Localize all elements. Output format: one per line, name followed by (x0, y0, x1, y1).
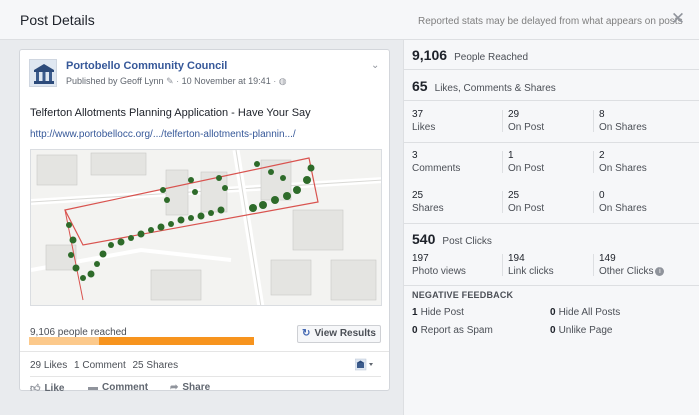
likes-breakdown-row: 37 Likes 29 On Post 8 On Shares (404, 101, 699, 143)
engagement-value: 65 (412, 78, 428, 94)
refresh-icon: ↻ (302, 328, 311, 339)
post-engagement-line: 29 Likes 1 Comment 25 Shares (30, 360, 182, 371)
shares-breakdown-row: 25 Shares 25 On Post 0 On Shares (404, 183, 699, 224)
comments-count-link[interactable]: 1 Comment (74, 360, 126, 371)
post-preview-pane: Portobello Community Council Published b… (0, 40, 403, 415)
post-clicks-row: 540 Post Clicks (404, 224, 699, 253)
post-clicks-value: 540 (412, 231, 436, 247)
published-by[interactable]: Published by Geoff Lynn (66, 76, 164, 86)
people-reached-row: 9,106 People Reached (404, 40, 699, 70)
likes-total: 37 Likes (412, 109, 436, 133)
divider (593, 151, 594, 173)
unlike-page-stat: 0 Unlike Page (550, 325, 613, 336)
post-date[interactable]: 10 November at 19:41 (181, 76, 271, 86)
info-icon[interactable]: i (655, 266, 665, 276)
negative-feedback-title: NEGATIVE FEEDBACK (412, 290, 514, 300)
engagement-label: Likes, Comments & Shares (434, 83, 556, 94)
people-reached-label: People Reached (454, 52, 529, 63)
post-card: Portobello Community Council Published b… (19, 49, 390, 394)
reach-summary: 9,106 people reached (30, 327, 127, 338)
comment-button[interactable]: ▬ Comment (88, 382, 149, 393)
stats-pane: 9,106 People Reached 65 Likes, Comments … (403, 40, 699, 415)
post-message: Telferton Allotments Planning Applicatio… (30, 107, 311, 119)
chevron-down-icon[interactable]: ⌄ (371, 60, 380, 71)
comments-on-post: 1 On Post (508, 150, 545, 174)
post-link[interactable]: http://www.portobellocc.org/.../telferto… (30, 129, 296, 140)
page-name-link[interactable]: Portobello Community Council (66, 60, 228, 72)
globe-icon: · ◍ (273, 76, 287, 86)
comments-breakdown-row: 3 Comments 1 On Post 2 On Shares (404, 143, 699, 183)
comment-icon: ▬ (88, 382, 98, 393)
divider (593, 191, 594, 213)
page-avatar[interactable] (29, 59, 57, 87)
divider (20, 351, 389, 352)
engagement-row: 65 Likes, Comments & Shares (404, 70, 699, 101)
close-icon[interactable]: ✕ (670, 9, 686, 28)
likes-on-post: 29 On Post (508, 109, 545, 133)
post-as-selector[interactable] (354, 358, 375, 372)
thumbs-up-icon: 👍︎ (30, 383, 41, 394)
reach-bar-paid (98, 337, 254, 345)
photo-views: 197 Photo views (412, 253, 466, 277)
dialog-title: Post Details (20, 12, 95, 28)
view-results-button[interactable]: ↻ View Results (297, 325, 381, 343)
reach-bar-organic (29, 337, 99, 345)
shares-count-link[interactable]: 25 Shares (132, 360, 179, 371)
comments-on-shares: 2 On Shares (599, 150, 647, 174)
link-clicks: 194 Link clicks (508, 253, 554, 277)
divider (593, 254, 594, 276)
people-reached-value: 9,106 (412, 47, 448, 63)
divider (30, 376, 381, 377)
post-image-map[interactable] (30, 149, 382, 306)
divider (502, 254, 503, 276)
comments-total: 3 Comments (412, 150, 461, 174)
clicks-breakdown-row: 197 Photo views 194 Link clicks 149 Othe… (404, 253, 699, 286)
divider (502, 191, 503, 213)
like-button[interactable]: 👍︎ Like (30, 383, 65, 394)
post-meta: Published by Geoff Lynn ✎ · 10 November … (66, 76, 287, 87)
likes-count-link[interactable]: 29 Likes (30, 360, 68, 371)
share-icon: ➦ (170, 382, 179, 393)
post-clicks-label: Post Clicks (442, 236, 492, 247)
dialog-header: Post Details Reported stats may be delay… (0, 0, 699, 40)
share-button[interactable]: ➦ Share (170, 382, 211, 393)
divider (593, 110, 594, 132)
shares-total: 25 Shares (412, 190, 444, 214)
shares-on-shares: 0 On Shares (599, 190, 647, 214)
hide-post-stat: 1 Hide Post (412, 307, 464, 318)
stats-delay-note: Reported stats may be delayed from what … (418, 16, 683, 27)
shares-on-post: 25 On Post (508, 190, 545, 214)
divider (502, 151, 503, 173)
likes-on-shares: 8 On Shares (599, 109, 647, 133)
hide-all-posts-stat: 0 Hide All Posts (550, 307, 621, 318)
other-clicks: 149 Other Clicks i (599, 253, 665, 277)
reach-bar (29, 337, 254, 345)
report-spam-stat: 0 Report as Spam (412, 325, 493, 336)
divider (502, 110, 503, 132)
edit-icon: ✎ · (166, 76, 182, 86)
